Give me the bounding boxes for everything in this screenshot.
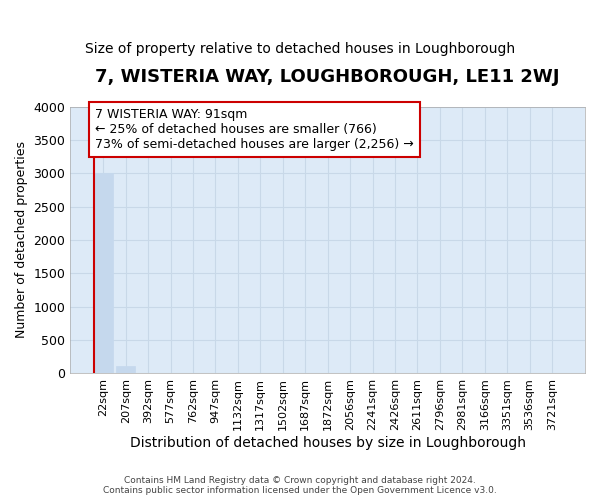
Text: Size of property relative to detached houses in Loughborough: Size of property relative to detached ho… xyxy=(85,42,515,56)
Text: Contains HM Land Registry data © Crown copyright and database right 2024.
Contai: Contains HM Land Registry data © Crown c… xyxy=(103,476,497,495)
Bar xyxy=(116,366,135,374)
X-axis label: Distribution of detached houses by size in Loughborough: Distribution of detached houses by size … xyxy=(130,436,526,450)
Bar xyxy=(94,173,113,374)
Y-axis label: Number of detached properties: Number of detached properties xyxy=(15,142,28,338)
Title: 7, WISTERIA WAY, LOUGHBOROUGH, LE11 2WJ: 7, WISTERIA WAY, LOUGHBOROUGH, LE11 2WJ xyxy=(95,68,560,86)
Text: 7 WISTERIA WAY: 91sqm
← 25% of detached houses are smaller (766)
73% of semi-det: 7 WISTERIA WAY: 91sqm ← 25% of detached … xyxy=(95,108,413,151)
